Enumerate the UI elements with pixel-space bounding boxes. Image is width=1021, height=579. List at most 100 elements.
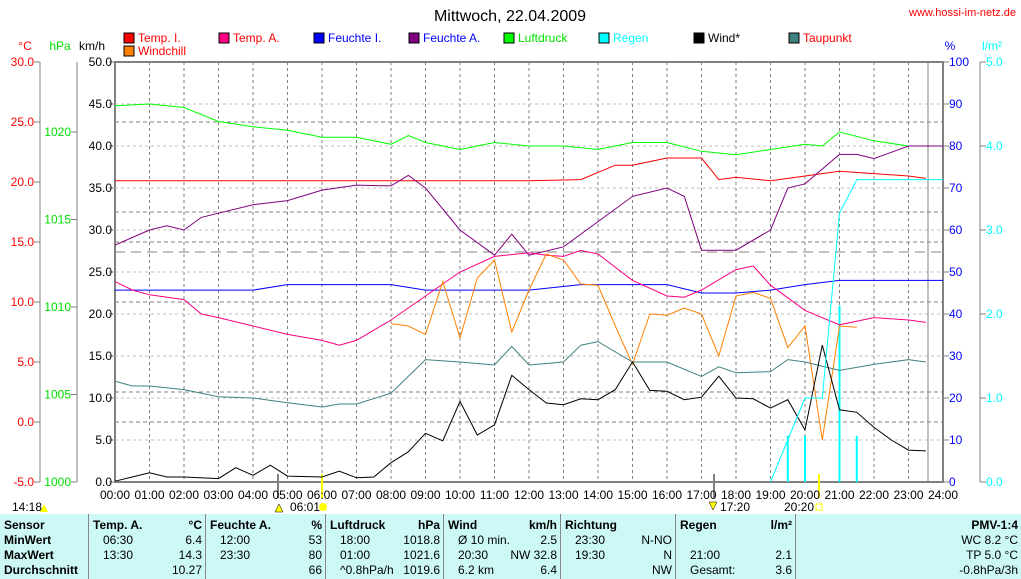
x-tick-label: 24:00 — [928, 488, 958, 502]
table-cell: ^0.8hPa/h — [340, 563, 394, 577]
table-cell: 06:30 — [103, 533, 134, 547]
moon-icon — [40, 504, 48, 512]
temp-tick-label: 15.0 — [11, 235, 35, 249]
legend-swatch — [408, 32, 420, 44]
moon-icon — [274, 503, 284, 513]
wind-tick-label: 10.0 — [89, 391, 113, 405]
temp-tick-label: 20.0 — [11, 175, 35, 189]
wind-axis-unit: km/h — [79, 39, 105, 53]
table-cell: Sensor — [4, 518, 45, 532]
table-row — [680, 533, 792, 548]
x-tick-label: 08:00 — [376, 488, 406, 502]
moonrise-time: 14:18 — [12, 500, 42, 514]
legend-label: Temp. A. — [233, 31, 280, 45]
table-cell: Feuchte A. — [210, 518, 271, 532]
table-cell: 2.5 — [540, 533, 557, 547]
table-row: 23:30 N-NO — [565, 533, 672, 548]
table-row: Durchschnitt — [4, 563, 84, 578]
legend-label: Feuchte A. — [423, 31, 480, 45]
table-row: 13:30 14.3 — [93, 548, 202, 563]
chart-title: Mittwoch, 22.04.2009 — [434, 8, 586, 25]
humidity-tick-label: 90 — [949, 97, 963, 111]
table-cell: Gesamt: — [690, 563, 736, 577]
table-cell: l/m² — [770, 518, 792, 532]
x-tick-label: 16:00 — [652, 488, 682, 502]
table-row: 19:30 N — [565, 548, 672, 563]
rain-tick-label: 1.0 — [986, 391, 1003, 405]
temp-axis-unit: °C — [18, 39, 32, 53]
table-column: Temp. A. °C 06:30 6.4 13:30 14.3 10.27 — [88, 514, 206, 579]
legend-swatch — [123, 45, 135, 57]
wind-tick-label: 25.0 — [89, 265, 113, 279]
x-tick-label: 02:00 — [169, 488, 199, 502]
legend-swatch — [503, 32, 515, 44]
legend-label: Taupunkt — [803, 31, 852, 45]
wind-tick-label: 20.0 — [89, 307, 113, 321]
wind-tick-label: 50.0 — [89, 55, 113, 69]
legend-swatch — [788, 32, 800, 44]
statistics-table: Sensor MinWert MaxWert Durchschnitt Temp. A.… — [0, 514, 1021, 579]
website-link: www.hossi-im-netz.de — [908, 7, 1016, 19]
table-cell: Ø 10 min. — [458, 533, 511, 547]
table-column: Luftdruck hPa 18:00 1018.8 01:00 1021.6 ^0.8hP… — [325, 514, 444, 579]
pressure-tick-label: 1000 — [44, 475, 71, 489]
rain-tick-label: 4.0 — [986, 139, 1003, 153]
pressure-tick-label: 1015 — [44, 213, 71, 227]
table-cell: % — [311, 518, 322, 532]
x-tick-label: 14:00 — [583, 488, 613, 502]
rain-tick-label: 5.0 — [986, 55, 1003, 69]
x-tick-label: 05:00 — [272, 488, 302, 502]
table-row: 18:00 1018.8 — [330, 533, 440, 548]
moon-icon — [708, 501, 718, 511]
weather-chart: Mittwoch, 22.04.2009 www.hossi-im-netz.de… — [11, 7, 1016, 514]
wind-tick-label: 40.0 — [89, 139, 113, 153]
humidity-tick-label: 20 — [949, 391, 963, 405]
table-cell: 12:00 — [220, 533, 251, 547]
pressure-tick-label: 1020 — [44, 125, 71, 139]
table-cell: 1021.6 — [403, 548, 440, 562]
table-column: PMV-1:4 WC 8.2 °C TP 5.0 °C -0.8hPa/3h — [795, 514, 1021, 579]
table-cell: 1018.8 — [403, 533, 440, 547]
table-cell: 19:30 — [575, 548, 606, 562]
wind-tick-label: 30.0 — [89, 223, 113, 237]
table-cell: PMV-1:4 — [971, 518, 1018, 532]
series-windchill — [390, 253, 857, 441]
table-cell: 23:30 — [575, 533, 606, 547]
rain-axis-unit: l/m² — [982, 39, 1002, 53]
rain-tick-label: 3.0 — [986, 223, 1003, 237]
x-tick-label: 01:00 — [134, 488, 164, 502]
table-cell: Richtung — [565, 518, 617, 532]
table-cell: N-NO — [641, 533, 672, 547]
table-row: 12:00 53 — [210, 533, 322, 548]
table-row: 10.27 — [93, 563, 202, 578]
table-cell: -0.8hPa/3h — [959, 563, 1018, 577]
series-temp-i — [115, 157, 926, 182]
table-cell: 1019.6 — [403, 563, 440, 577]
x-tick-label: 19:00 — [755, 488, 785, 502]
table-row: ^0.8hPa/h 1019.6 — [330, 563, 440, 578]
humidity-axis-unit: % — [945, 39, 956, 53]
table-row: Ø 10 min. 2.5 — [448, 533, 557, 548]
legend-swatch — [313, 32, 325, 44]
rain-tick-label: 2.0 — [986, 307, 1003, 321]
table-cell: 6.4 — [185, 533, 202, 547]
x-tick-label: 00:00 — [100, 488, 130, 502]
humidity-tick-label: 40 — [949, 307, 963, 321]
sunset-time: 20:20 — [784, 500, 814, 514]
legend-swatch — [693, 32, 705, 44]
x-tick-label: 07:00 — [341, 488, 371, 502]
x-tick-label: 15:00 — [617, 488, 647, 502]
table-row: 21:00 2.1 — [680, 548, 792, 563]
table-cell: 14.3 — [178, 548, 202, 562]
x-tick-label: 13:00 — [548, 488, 578, 502]
x-tick-label: 11:00 — [480, 488, 509, 502]
legend-label: Wind* — [708, 31, 740, 45]
table-cell: NW — [652, 563, 672, 577]
table-cell: Wind — [448, 518, 478, 532]
series-taupunkt — [114, 341, 926, 408]
table-cell: MinWert — [4, 533, 52, 547]
x-tick-label: 18:00 — [721, 488, 751, 502]
x-tick-label: 04:00 — [238, 488, 268, 502]
table-row: 20:30 NW 32.8 — [448, 548, 557, 563]
x-tick-label: 09:00 — [410, 488, 440, 502]
